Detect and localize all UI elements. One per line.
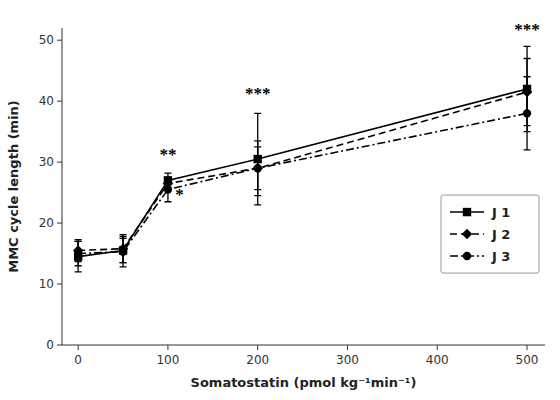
x-tick (167, 345, 168, 350)
legend-label: J 2 (491, 227, 510, 242)
y-tick-label: 0 (46, 338, 54, 352)
x-tick (78, 345, 79, 350)
error-bar (524, 77, 531, 150)
legend-label: J 1 (491, 205, 510, 220)
legend-label: J 3 (491, 249, 510, 264)
y-axis-line (62, 28, 63, 345)
annotation: * (175, 185, 184, 204)
y-tick-label: 50 (39, 33, 54, 47)
error-bar (254, 113, 261, 204)
x-tick (527, 345, 528, 350)
y-axis-label: MMC cycle length (min) (6, 100, 21, 273)
annotation: *** (514, 20, 540, 39)
chart: 0 100 200 300 400 500 0 10 20 30 40 50 Somatostatin … (0, 0, 560, 400)
x-tick-label: 400 (426, 353, 449, 367)
annotation: ** (159, 145, 176, 164)
y-tick (57, 162, 62, 163)
x-tick (347, 345, 348, 350)
error-bar (254, 147, 261, 190)
error-bar (75, 241, 82, 271)
point (254, 164, 262, 172)
y-tick (57, 40, 62, 41)
y-tick (57, 345, 62, 346)
x-axis-line (62, 345, 545, 346)
point (119, 248, 127, 256)
x-tick-label: 500 (516, 353, 539, 367)
point (252, 163, 262, 174)
x-tick-label: 300 (336, 353, 359, 367)
legend: J 1 J 2 J 3 (441, 195, 539, 273)
x-tick-label: 0 (74, 353, 82, 367)
legend-marker (463, 252, 471, 260)
point (523, 109, 531, 117)
error-bar (164, 177, 171, 201)
y-tick-label: 30 (39, 155, 54, 169)
point (74, 249, 82, 257)
legend-marker (463, 208, 471, 216)
x-tick (437, 345, 438, 350)
legend-frame (441, 195, 539, 273)
error-bar (75, 241, 82, 265)
point (164, 185, 172, 193)
x-tick (257, 345, 258, 350)
x-axis-label: Somatostatin (pmol kg⁻¹min⁻¹) (191, 375, 417, 390)
x-tick-label: 100 (156, 353, 179, 367)
error-bar (120, 236, 127, 266)
y-tick (57, 223, 62, 224)
legend-marker (462, 229, 473, 240)
y-tick-label: 10 (39, 277, 54, 291)
x-tick-label: 200 (246, 353, 269, 367)
annotation: *** (245, 84, 271, 103)
y-tick (57, 284, 62, 285)
y-tick (57, 101, 62, 102)
y-tick-label: 40 (39, 94, 54, 108)
error-bar (254, 141, 261, 196)
y-tick-label: 20 (39, 216, 54, 230)
